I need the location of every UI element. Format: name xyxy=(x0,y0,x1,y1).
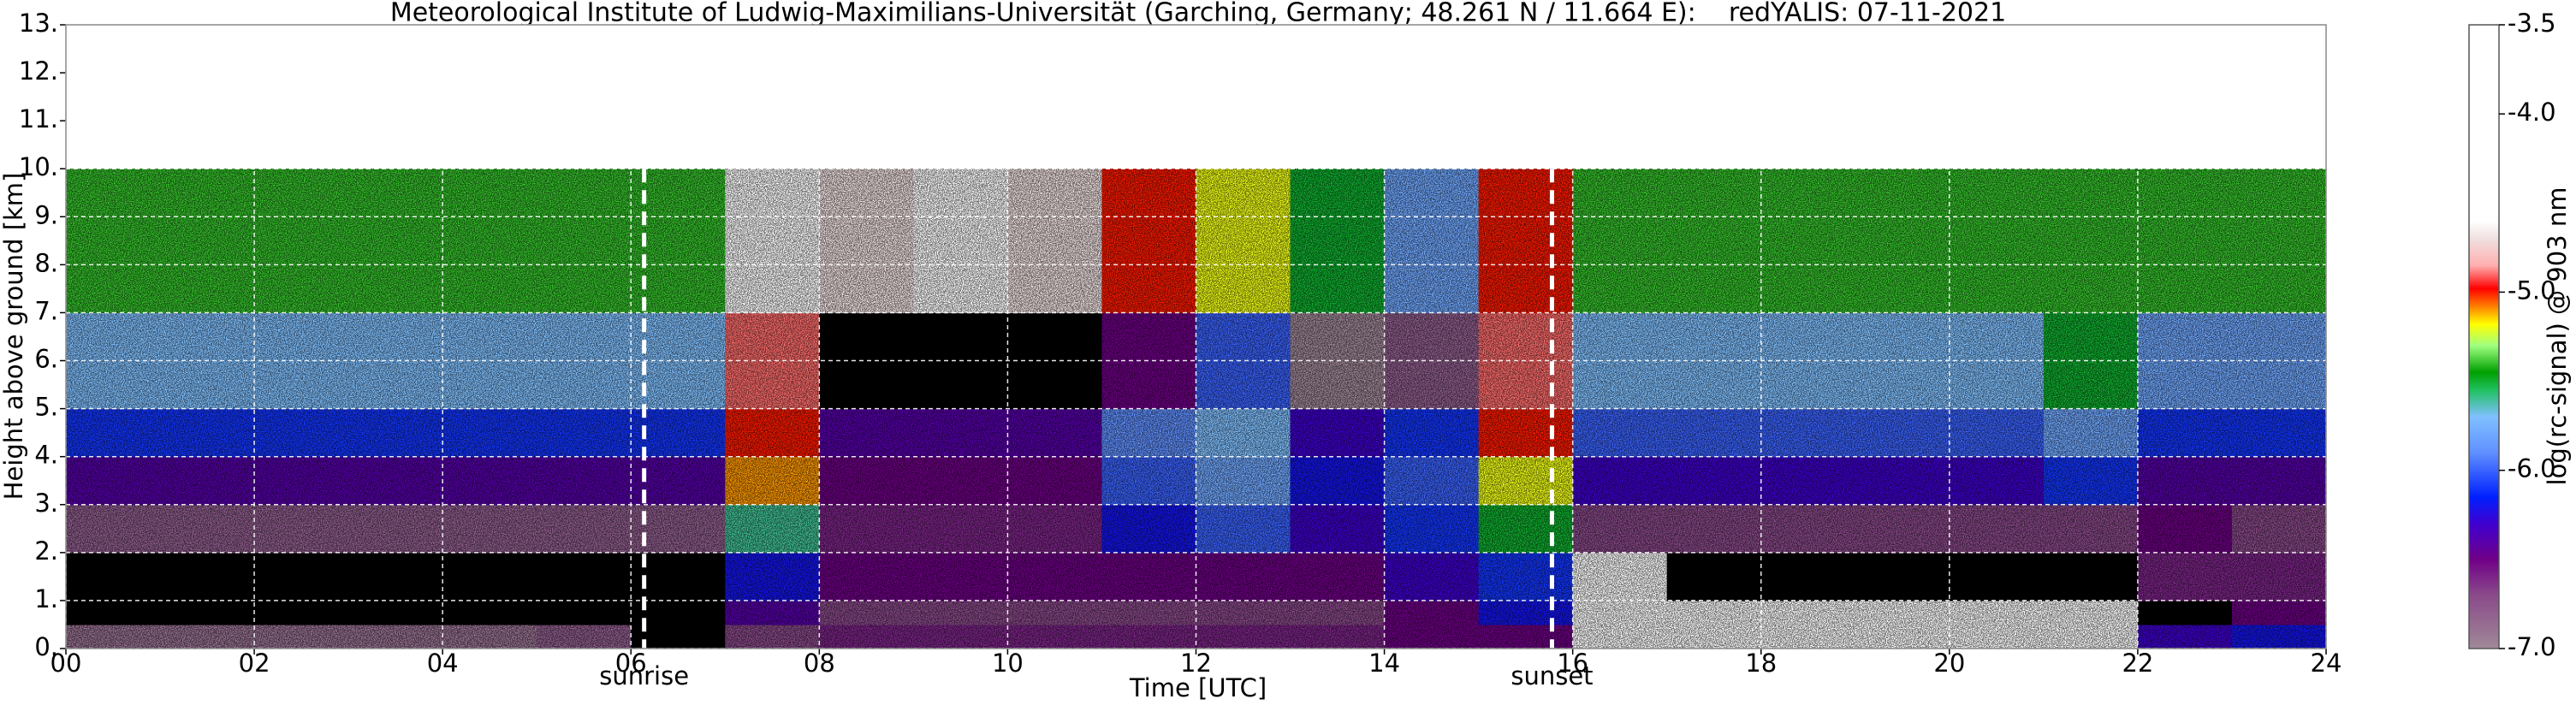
x-tick-label: 18 xyxy=(1745,649,1777,678)
y-tick-label: 12. xyxy=(19,56,58,86)
x-tick-label: 14 xyxy=(1368,649,1400,678)
colorbar-tick-label: -3.5 xyxy=(2508,9,2556,38)
plot-frame xyxy=(65,24,2327,649)
chart-title: Meteorological Institute of Ludwig-Maxim… xyxy=(390,0,2006,28)
y-tick-label: 13. xyxy=(19,9,58,38)
y-tick-label: 2. xyxy=(34,536,58,566)
y-tick-label: 0. xyxy=(34,632,58,661)
y-tick-label: 9. xyxy=(34,200,58,229)
colorbar-tick-label: -6.0 xyxy=(2508,454,2556,483)
annotation-label: sunset xyxy=(1511,661,1593,690)
x-tick-label: 08 xyxy=(804,649,835,678)
x-tick-label: 06 xyxy=(615,649,647,678)
x-tick-label: 02 xyxy=(239,649,270,678)
colorbar-label: log(rc-signal) @ 903 nm xyxy=(2543,187,2572,486)
colorbar-tick-label: -4.0 xyxy=(2508,98,2556,127)
y-tick-label: 5. xyxy=(34,393,58,422)
y-tick-label: 1. xyxy=(34,584,58,613)
y-tick-label: 11. xyxy=(19,104,58,133)
x-tick-label: 16 xyxy=(1557,649,1588,678)
y-axis-label: Height above ground [km] xyxy=(0,173,28,501)
x-tick-label: 20 xyxy=(1933,649,1965,678)
x-tick-label: 12 xyxy=(1180,649,1212,678)
x-axis-label: Time [UTC] xyxy=(1129,673,1267,702)
y-tick-label: 6. xyxy=(34,345,58,374)
y-tick-label: 8. xyxy=(34,248,58,277)
y-tick-label: 3. xyxy=(34,489,58,518)
x-tick-label: 00 xyxy=(50,649,82,678)
x-tick-label: 04 xyxy=(427,649,459,678)
colorbar xyxy=(2468,24,2500,649)
colorbar-tick-label: -5.0 xyxy=(2508,275,2556,305)
annotation-label: sunrise xyxy=(599,661,689,690)
x-tick-label: 24 xyxy=(2311,649,2342,678)
y-tick-label: 7. xyxy=(34,296,58,325)
x-tick-label: 10 xyxy=(992,649,1024,678)
colorbar-tick-label: -7.0 xyxy=(2508,632,2556,661)
y-tick-label: 4. xyxy=(34,441,58,470)
y-tick-label: 10. xyxy=(19,152,58,181)
x-tick-label: 22 xyxy=(2122,649,2153,678)
